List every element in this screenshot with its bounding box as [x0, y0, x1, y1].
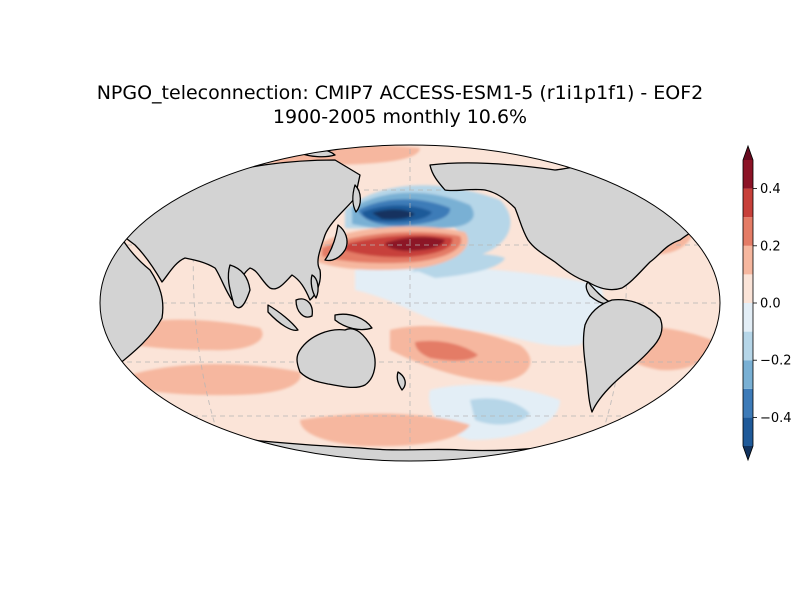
colorbar-tick-label: 0.2: [760, 239, 781, 254]
colorbar-outline: [742, 144, 754, 462]
land-japan: [324, 224, 348, 262]
anomaly-patch: [130, 364, 301, 396]
anomaly-patch: [372, 209, 415, 220]
land-sumatra: [267, 304, 299, 331]
anomaly-patch: [300, 413, 470, 447]
land-new-zealand: [396, 371, 406, 391]
land-australia: [296, 328, 376, 389]
land-new-guinea: [334, 313, 373, 331]
land-arctic-island: [229, 148, 271, 158]
colorbar-segments: [742, 144, 754, 462]
anomaly-patch: [470, 398, 530, 425]
anomaly-patch: [385, 236, 445, 251]
land-south-america: [582, 299, 663, 413]
land-borneo: [295, 298, 313, 318]
colorbar-segment: [743, 160, 753, 189]
colorbar-segment: [743, 331, 753, 361]
anomaly-patch: [415, 340, 478, 361]
map-globe: [100, 145, 720, 461]
colorbar-segment: [743, 388, 753, 418]
colorbar-tick-label: −0.2: [760, 354, 792, 369]
land-philippines: [310, 274, 319, 299]
colorbar-segment: [743, 188, 753, 218]
colorbar-tick-label: 0.0: [760, 297, 781, 312]
colorbar-segment: [743, 245, 753, 275]
map-subtitle: 1900-2005 monthly 10.6%: [272, 106, 528, 128]
colorbar: −0.4 −0.2 0.0 0.2 0.4: [742, 144, 792, 462]
colorbar-segment: [743, 274, 753, 303]
colorbar-segment: [743, 217, 753, 246]
colorbar-ticks: −0.4 −0.2 0.0 0.2 0.4: [753, 182, 792, 426]
map-title: NPGO_teleconnection: CMIP7 ACCESS-ESM1-5…: [96, 82, 704, 104]
land-india: [227, 264, 251, 309]
colorbar-tick-label: 0.4: [760, 182, 781, 197]
land-kamchatka: [352, 184, 362, 213]
anomaly-patch: [355, 266, 604, 347]
land-greenland: [649, 147, 713, 186]
colorbar-extend-min: [743, 446, 753, 460]
land-central-america: [585, 281, 611, 305]
colorbar-tick-label: −0.4: [760, 411, 792, 426]
colorbar-segment: [743, 303, 753, 332]
globe-outline: [99, 144, 721, 462]
colorbar-segment: [743, 360, 753, 389]
colorbar-extend-max: [743, 146, 753, 160]
colorbar-segment: [743, 417, 753, 446]
